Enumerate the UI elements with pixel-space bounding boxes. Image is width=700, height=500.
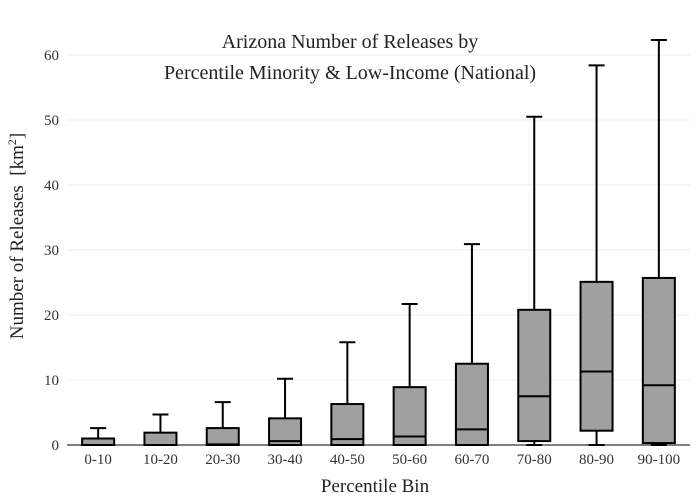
y-axis-label-unit-close: ] — [7, 132, 29, 140]
box-iqr — [517, 308, 552, 443]
box-iqr — [205, 427, 240, 447]
chart-title-line-2: Percentile Minority & Low-Income (Nation… — [163, 62, 537, 84]
y-axis-label-main: Number of Releases — [7, 185, 29, 340]
chart-title-line-1: Arizona Number of Releases by — [221, 31, 479, 53]
y-axis-label: Number of Releases [km2] — [5, 133, 29, 340]
x-tick-label: 80-90 — [579, 452, 614, 468]
x-tick-label: 70-80 — [517, 452, 552, 468]
y-tick-label: 10 — [44, 373, 59, 389]
box-iqr — [454, 362, 489, 446]
x-tick-label: 20-30 — [205, 452, 240, 468]
x-tick-label: 10-20 — [143, 452, 178, 468]
y-tick-label: 50 — [44, 113, 59, 129]
x-tick-label: 40-50 — [330, 452, 365, 468]
y-tick-label: 60 — [44, 48, 59, 64]
box-iqr — [392, 386, 427, 446]
y-axis-label-unit-sup: 2 — [4, 139, 19, 146]
x-tick-label: 90-100 — [638, 452, 681, 468]
y-tick-label: 30 — [44, 243, 59, 259]
x-tick-label: 30-40 — [268, 452, 303, 468]
y-tick-label: 0 — [52, 438, 60, 454]
x-tick-label: 0-10 — [84, 452, 112, 468]
x-tick-label: 50-60 — [392, 452, 427, 468]
box-iqr — [579, 280, 614, 432]
x-tick-label: 60-70 — [454, 452, 489, 468]
y-axis-label-unit-open: [km — [7, 145, 29, 176]
y-tick-label: 40 — [44, 178, 59, 194]
x-axis-label: Percentile Bin — [320, 476, 430, 497]
box-iqr — [641, 276, 676, 445]
y-tick-label: 20 — [44, 308, 59, 324]
box-iqr — [143, 431, 178, 446]
